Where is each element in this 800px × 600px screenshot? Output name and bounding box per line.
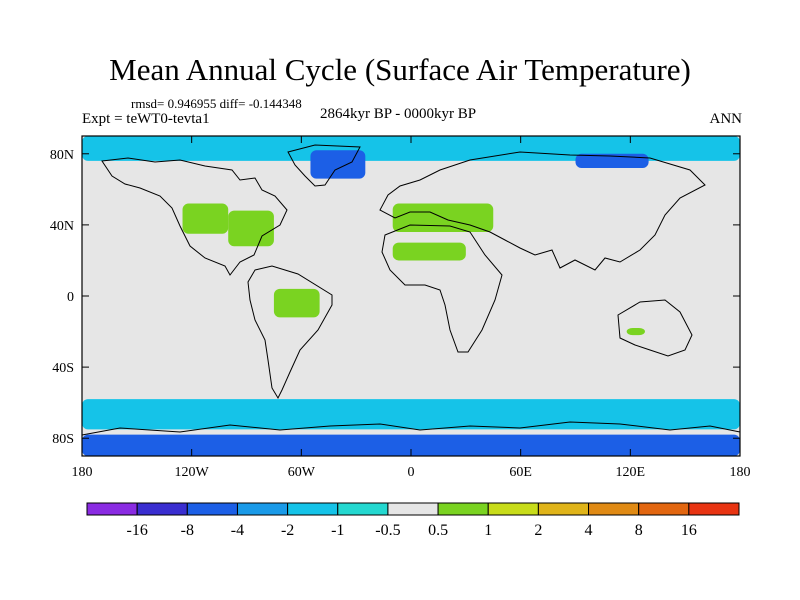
colorbar-label: -0.5 <box>375 522 400 539</box>
colorbar-swatch <box>86 502 138 516</box>
region-north-america-west <box>182 203 229 234</box>
region-antarctica-coast <box>82 434 740 456</box>
colorbar-label: -8 <box>181 522 194 539</box>
xtick-label: 180 <box>730 465 751 480</box>
colorbar-swatch <box>387 502 439 516</box>
colorbar-swatch <box>287 502 339 516</box>
chart-title: Mean Annual Cycle (Surface Air Temperatu… <box>109 52 691 87</box>
colorbar-swatch <box>487 502 539 516</box>
colorbar-label: 4 <box>585 522 593 539</box>
anomaly-regions <box>82 136 740 456</box>
ytick-label: 80N <box>50 148 74 163</box>
coastlines <box>81 144 741 436</box>
colorbar-label: -4 <box>231 522 244 539</box>
colorbar-label: 0.5 <box>428 522 448 539</box>
colorbar-swatch <box>537 502 590 516</box>
colorbar-swatch <box>638 502 690 516</box>
coast-antarctica <box>81 421 741 436</box>
colorbar-label: 1 <box>484 522 492 539</box>
colorbar-label: -1 <box>331 522 344 539</box>
coast-south-america <box>247 265 333 400</box>
xtick-label: 0 <box>408 465 415 480</box>
region-north-africa <box>392 242 466 261</box>
colorbar-swatch <box>688 502 740 516</box>
region-north-america-east <box>228 210 274 247</box>
ytick-label: 40N <box>50 219 74 234</box>
colorbar-swatch <box>236 502 289 516</box>
colorbar-label: -2 <box>281 522 294 539</box>
colorbar-label: 2 <box>534 522 542 539</box>
ytick-label: 80S <box>52 432 74 447</box>
coast-africa <box>381 224 503 353</box>
colorbar: -16 -8 -4 -2 -1 -0.5 0.5 1 2 4 8 16 <box>86 502 740 539</box>
colorbar-swatch <box>186 502 238 516</box>
region-greenland <box>310 150 366 179</box>
period-label: 2864kyr BP - 0000kyr BP <box>320 106 477 122</box>
coast-north-america <box>101 157 288 276</box>
colorbar-swatch <box>136 502 188 516</box>
coast-eurasia <box>379 151 706 271</box>
rmsd-diff-stats: rmsd= 0.946955 diff= -0.144348 <box>131 96 302 111</box>
colorbar-swatch <box>588 502 640 516</box>
colorbar-label: -16 <box>126 522 147 539</box>
ytick-label: 40S <box>52 361 74 376</box>
colorbar-swatch <box>337 502 389 516</box>
season-label: ANN <box>709 111 743 127</box>
xtick-label: 180 <box>72 465 93 480</box>
xtick-label: 60E <box>509 465 532 480</box>
ytick-label: 0 <box>67 290 74 305</box>
region-amazon <box>273 288 320 318</box>
colorbar-label: 16 <box>681 522 697 539</box>
axis-ticks: 180 120W 60W 0 60E 120E 180 80N 40N 0 40S 80S <box>50 136 751 480</box>
coast-australia <box>617 299 693 357</box>
colorbar-swatch <box>437 502 489 516</box>
experiment-label: Expt = teWT0-tevta1 <box>82 111 210 127</box>
xtick-label: 120W <box>175 465 210 480</box>
colorbar-label: 8 <box>635 522 643 539</box>
xtick-label: 60W <box>288 465 316 480</box>
xtick-label: 120E <box>616 465 646 480</box>
region-southern-ocean <box>82 399 740 430</box>
region-australia-west <box>626 328 645 336</box>
coast-greenland <box>287 144 361 187</box>
